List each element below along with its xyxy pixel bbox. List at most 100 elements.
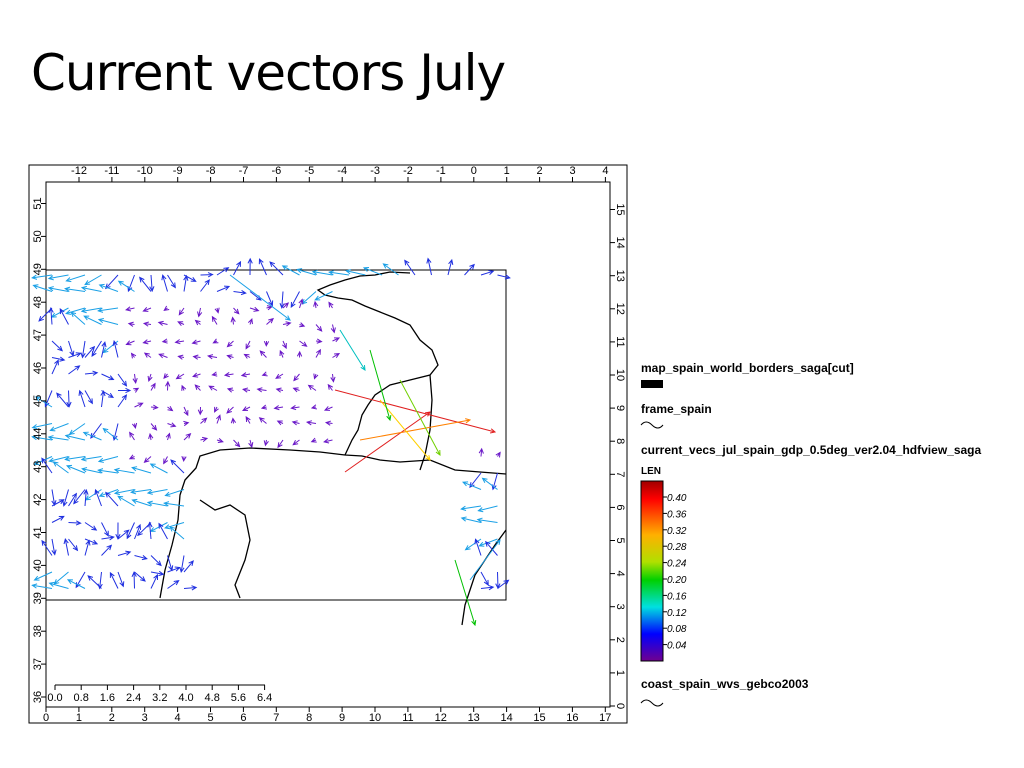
vector-arrow	[476, 517, 498, 523]
vector-arrow	[323, 438, 333, 444]
vector-arrow	[41, 457, 53, 474]
top-tick-label: 0	[471, 165, 477, 177]
vector-arrow	[177, 321, 185, 327]
vector-arrow	[47, 286, 69, 292]
frame-spain	[45, 269, 507, 601]
vector-arrow	[163, 501, 185, 507]
left-tick-label: 49	[32, 263, 44, 275]
vector-arrow	[299, 322, 306, 328]
vector-arrow	[245, 416, 251, 424]
vector-arrow	[51, 340, 63, 352]
vector-arrow	[305, 420, 317, 426]
bottom-tick-label: 1	[76, 712, 82, 724]
vector-arrow	[51, 489, 57, 507]
vector-arrow	[115, 522, 121, 540]
vector-arrow	[51, 359, 59, 375]
vector-arrow	[327, 383, 333, 391]
vector-arrow	[226, 354, 234, 360]
colorbar-label: 0.40	[667, 493, 687, 504]
vector-arrow	[230, 417, 237, 424]
vector-arrow	[98, 283, 119, 292]
vector-arrow	[214, 406, 219, 413]
vector-arrow	[56, 392, 69, 408]
vector-arrow	[208, 385, 218, 391]
vector-arrow	[161, 274, 168, 292]
vector-arrow	[66, 579, 86, 589]
vector-arrow	[194, 319, 201, 326]
vector-arrow	[248, 439, 254, 449]
vector-arrow	[263, 439, 269, 447]
right-tick-label: 6	[614, 504, 626, 510]
vector-arrow	[269, 261, 284, 276]
right-tick-label: 8	[614, 438, 626, 444]
vector-arrow	[247, 318, 253, 325]
vector-arrow	[84, 274, 102, 286]
vector-arrow	[242, 387, 251, 393]
vector-arrow	[134, 523, 141, 540]
vector-arrow	[125, 340, 135, 346]
vector-arrow	[282, 321, 292, 327]
vector-arrow	[480, 584, 495, 591]
vector-arrow	[191, 339, 201, 345]
vector-arrow	[127, 321, 135, 327]
vector-arrow	[291, 420, 300, 426]
vector-arrow	[87, 575, 102, 589]
left-tick-label: 46	[32, 362, 44, 374]
vector-arrow	[84, 522, 98, 531]
vector-arrow	[332, 353, 341, 359]
vector-arrow	[65, 464, 86, 474]
colorbar-label: 0.32	[667, 526, 687, 537]
vector-arrow	[117, 550, 132, 556]
colorbar-label: 0.24	[667, 559, 687, 570]
top-tick-label: -2	[403, 165, 413, 177]
vector-arrow	[226, 387, 234, 393]
vector-arrow	[324, 420, 333, 426]
left-tick-label: 43	[32, 461, 44, 473]
vector-arrow	[328, 301, 334, 309]
vector-arrow	[142, 307, 152, 312]
scale-label: 4.0	[178, 692, 193, 704]
vector-arrow	[263, 340, 270, 347]
vector-arrow	[275, 373, 284, 379]
top-tick-label: 3	[569, 165, 575, 177]
vector-arrow	[279, 349, 285, 358]
vector-arrow	[249, 306, 260, 312]
vector-arrow	[197, 406, 204, 416]
vector-arrow	[165, 380, 171, 391]
vector-arrow	[240, 372, 251, 378]
vector-arrow	[31, 423, 53, 430]
scale-label: 6.4	[257, 692, 272, 704]
vector-arrow	[65, 274, 86, 283]
vector-arrow	[53, 571, 69, 585]
right-tick-label: 2	[614, 637, 626, 643]
vector-arrow	[97, 307, 119, 313]
vector-arrow	[328, 270, 350, 276]
vector-arrow	[454, 559, 477, 627]
vector-arrow	[68, 520, 82, 526]
vector-arrow	[126, 522, 135, 540]
vector-arrow	[164, 489, 185, 497]
bottom-tick-label: 17	[599, 712, 611, 724]
vector-arrow	[94, 488, 102, 507]
vector-arrow	[158, 522, 168, 540]
vector-arrow	[211, 371, 218, 377]
vector-arrow	[130, 489, 152, 495]
vector-arrow	[150, 423, 158, 431]
vector-arrow	[266, 291, 274, 307]
vector-arrow	[249, 291, 262, 301]
vector-arrow	[143, 352, 152, 358]
top-tick-label: -8	[206, 165, 216, 177]
right-tick-label: 13	[614, 270, 626, 282]
vector-arrow	[101, 373, 115, 381]
bottom-tick-label: 9	[339, 712, 345, 724]
vector-arrow	[330, 373, 336, 383]
vector-arrow	[223, 372, 234, 378]
vector-arrow	[149, 274, 155, 293]
vector-arrow	[127, 274, 135, 293]
vector-arrow	[31, 583, 53, 589]
colorbar-label: 0.04	[667, 641, 687, 652]
vector-arrow	[83, 315, 102, 325]
vector-arrow	[460, 505, 482, 511]
vector-arrow	[81, 467, 102, 474]
vector-arrow	[130, 352, 137, 359]
